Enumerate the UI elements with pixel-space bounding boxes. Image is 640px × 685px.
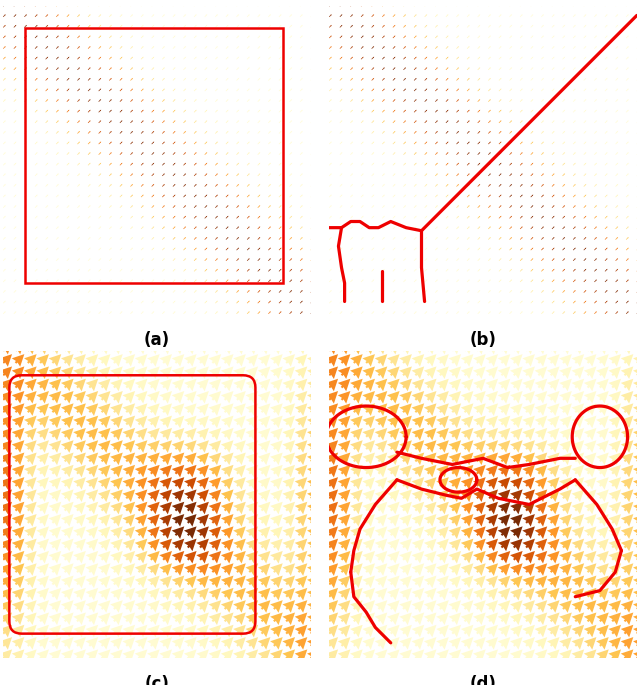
Text: (c): (c): [145, 675, 170, 685]
Text: (a): (a): [144, 331, 170, 349]
Text: (b): (b): [470, 331, 497, 349]
Bar: [25, 27, 283, 283]
Text: (d): (d): [470, 675, 497, 685]
